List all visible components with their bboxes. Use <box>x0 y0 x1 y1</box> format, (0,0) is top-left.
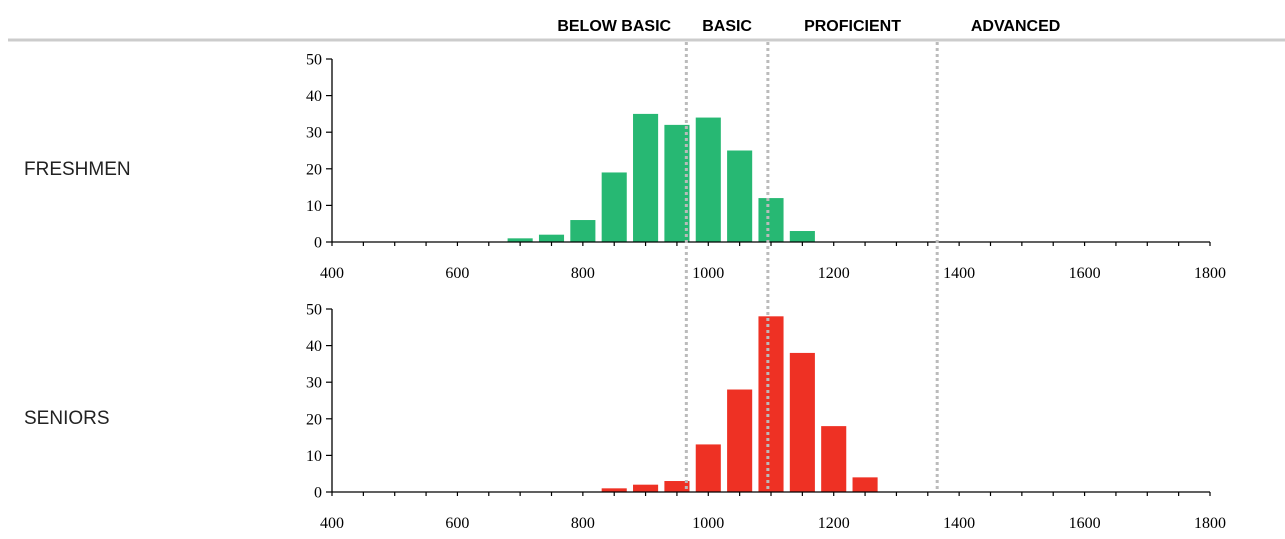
x-tick-label: 800 <box>571 265 595 282</box>
x-tick-label: 1400 <box>943 515 975 532</box>
x-tick-label: 400 <box>320 515 344 532</box>
x-tick-label: 1400 <box>943 265 975 282</box>
histogram-bar <box>727 150 753 242</box>
row-label: FRESHMEN <box>24 159 131 180</box>
cutoff-lines <box>684 42 939 492</box>
band-labels: BELOW BASIC BASIC PROFICIENT ADVANCED <box>557 18 1060 35</box>
histogram-bar <box>507 238 533 242</box>
band-label: PROFICIENT <box>804 18 901 35</box>
y-tick-label: 40 <box>306 338 322 355</box>
y-tick-label: 30 <box>306 125 322 142</box>
panel-freshmen: FRESHMEN 0 10 20 30 40 50 400 600 800 1000 1200 1400… <box>24 52 1226 283</box>
histogram-bar <box>789 352 815 492</box>
histogram-bar <box>758 198 784 242</box>
y-tick-label: 20 <box>306 411 322 428</box>
x-tick-label: 600 <box>445 515 469 532</box>
histogram-bar <box>601 488 627 492</box>
x-tick-label: 400 <box>320 265 344 282</box>
histogram-bar <box>633 484 659 492</box>
histogram-bar <box>570 220 596 242</box>
x-tick-label: 1000 <box>692 265 724 282</box>
band-label: ADVANCED <box>971 18 1060 35</box>
histogram-bar <box>789 231 815 242</box>
band-label: BELOW BASIC <box>557 18 671 35</box>
x-tick-label: 600 <box>445 265 469 282</box>
x-tick-label: 800 <box>571 515 595 532</box>
y-tick-label: 0 <box>314 485 322 502</box>
panel-seniors: SENIORS 0 10 20 30 40 50 400 600 800 1000 1200 1400 1… <box>24 302 1226 533</box>
histogram-bar <box>758 316 784 492</box>
x-tick-label: 1200 <box>818 265 850 282</box>
x-tick-label: 1000 <box>692 515 724 532</box>
x-tick-label: 1200 <box>818 515 850 532</box>
y-tick-label: 0 <box>314 235 322 252</box>
y-tick-label: 10 <box>306 198 322 215</box>
histogram-bar <box>852 477 878 492</box>
x-tick-label: 1800 <box>1194 265 1226 282</box>
y-tick-label: 50 <box>306 302 322 319</box>
histogram-bar <box>695 117 721 242</box>
x-tick-label: 1600 <box>1069 515 1101 532</box>
y-tick-label: 10 <box>306 448 322 465</box>
histogram-bar <box>821 426 847 492</box>
y-tick-label: 40 <box>306 88 322 105</box>
row-label: SENIORS <box>24 408 110 429</box>
histogram-bar <box>727 389 753 492</box>
histogram-bar <box>664 481 690 492</box>
histogram-bar <box>601 172 627 242</box>
histogram-bar <box>633 113 659 243</box>
band-label: BASIC <box>702 18 752 35</box>
x-tick-label: 1600 <box>1069 265 1101 282</box>
y-tick-label: 50 <box>306 52 322 69</box>
x-tick-label: 1800 <box>1194 515 1226 532</box>
histogram-bar <box>695 444 721 492</box>
y-tick-label: 30 <box>306 375 322 392</box>
y-tick-label: 20 <box>306 161 322 178</box>
histogram-bar <box>538 234 565 242</box>
